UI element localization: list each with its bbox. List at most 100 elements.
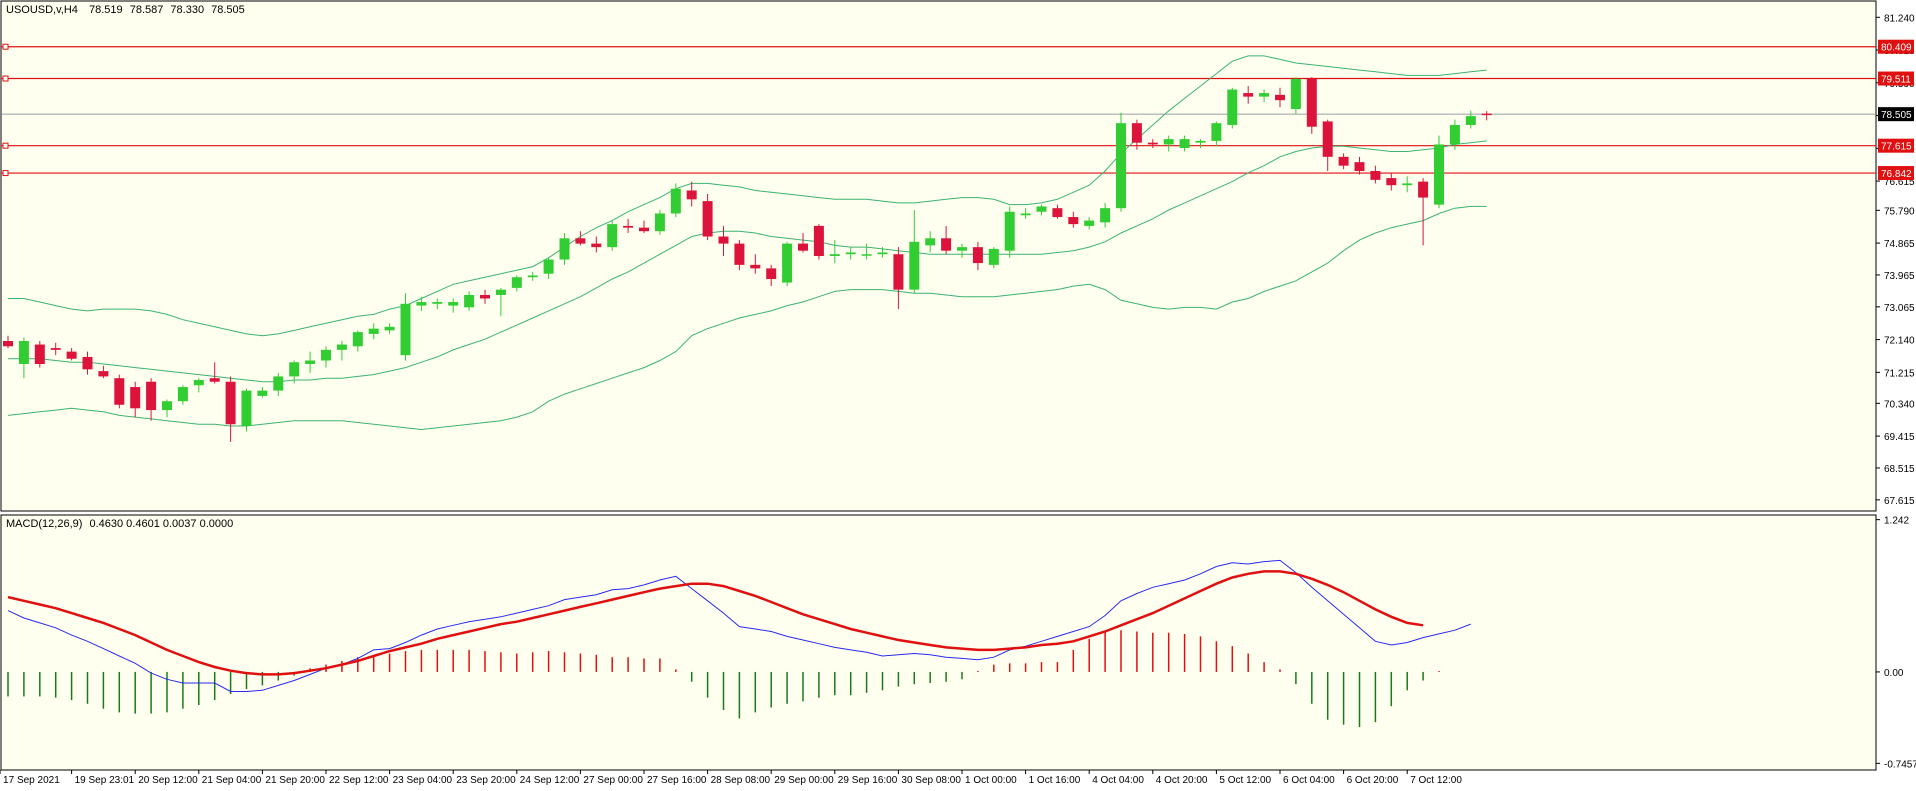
candle[interactable] [352, 330, 363, 352]
candle[interactable] [718, 225, 729, 256]
candle[interactable] [368, 323, 379, 340]
candle[interactable] [321, 346, 331, 368]
level-price-badge[interactable] [1878, 138, 1914, 153]
candle[interactable] [559, 232, 570, 265]
candle[interactable] [1434, 135, 1444, 209]
candle[interactable] [623, 218, 634, 233]
candle[interactable] [241, 388, 252, 432]
candle[interactable] [18, 337, 29, 379]
candle[interactable] [432, 298, 443, 310]
candle[interactable] [1481, 111, 1492, 121]
candle[interactable] [1116, 112, 1126, 212]
candle[interactable] [464, 291, 475, 311]
candle[interactable] [607, 220, 618, 251]
candle[interactable] [3, 335, 13, 349]
candle[interactable] [1338, 153, 1349, 170]
candle[interactable] [193, 378, 204, 393]
candle[interactable] [1020, 208, 1031, 219]
level-handle[interactable] [2, 75, 9, 82]
candle[interactable] [988, 247, 999, 269]
macd-pane[interactable] [0, 514, 1877, 771]
candle[interactable] [495, 287, 506, 317]
candle[interactable] [480, 289, 490, 304]
candle[interactable] [1370, 165, 1381, 184]
candle[interactable] [511, 275, 522, 292]
candle[interactable] [1147, 139, 1158, 148]
candle[interactable] [702, 194, 713, 241]
candle[interactable] [813, 224, 824, 260]
candle[interactable] [845, 247, 856, 260]
candle[interactable] [34, 341, 45, 368]
candle[interactable] [1259, 89, 1270, 102]
candle[interactable] [1195, 139, 1206, 148]
candle[interactable] [1052, 204, 1063, 219]
candle[interactable] [686, 181, 697, 207]
candle[interactable] [1084, 217, 1095, 230]
candle[interactable] [1100, 202, 1111, 228]
candle[interactable] [1449, 119, 1460, 150]
candle[interactable] [798, 232, 808, 253]
candle[interactable] [893, 247, 904, 310]
candle[interactable] [750, 254, 761, 274]
level-price-badge[interactable] [1878, 71, 1914, 86]
candle[interactable] [1465, 110, 1476, 129]
candle[interactable] [1290, 77, 1301, 115]
candle[interactable] [734, 240, 745, 271]
candle[interactable] [1306, 77, 1317, 134]
candle[interactable] [972, 241, 983, 271]
candle[interactable] [82, 351, 93, 375]
candle[interactable] [273, 372, 284, 396]
candle[interactable] [1163, 135, 1174, 152]
candle[interactable] [209, 362, 220, 384]
candle[interactable] [670, 183, 681, 218]
candle[interactable] [130, 381, 141, 418]
candle[interactable] [1386, 172, 1397, 191]
candle[interactable] [1131, 119, 1142, 150]
candle[interactable] [654, 209, 665, 235]
candle[interactable] [766, 264, 777, 287]
price-pane[interactable] [0, 0, 1877, 512]
candle[interactable] [177, 385, 188, 405]
candle[interactable] [1322, 119, 1333, 171]
candle[interactable] [591, 236, 602, 253]
candle[interactable] [782, 241, 793, 287]
candle[interactable] [877, 247, 888, 258]
candle[interactable] [416, 296, 427, 311]
candle[interactable] [1418, 178, 1429, 246]
candle[interactable] [448, 298, 459, 313]
candle[interactable] [146, 378, 157, 421]
level-handle[interactable] [2, 170, 9, 177]
candle[interactable] [98, 365, 109, 379]
candle[interactable] [384, 323, 395, 334]
candle[interactable] [1354, 156, 1365, 175]
candle[interactable] [66, 348, 77, 361]
candle[interactable] [50, 342, 61, 356]
candle[interactable] [114, 374, 125, 409]
candle[interactable] [1227, 87, 1238, 129]
candle[interactable] [400, 293, 411, 361]
candle[interactable] [925, 231, 936, 253]
candle[interactable] [527, 271, 538, 281]
level-price-badge[interactable] [1878, 166, 1914, 181]
candle[interactable] [225, 376, 236, 442]
candle[interactable] [162, 399, 172, 418]
candle[interactable] [1004, 206, 1015, 258]
candle[interactable] [289, 360, 300, 384]
candle[interactable] [543, 257, 554, 280]
candle[interactable] [957, 243, 967, 258]
candle[interactable] [1243, 86, 1254, 104]
candle[interactable] [336, 341, 347, 361]
candle[interactable] [575, 231, 586, 246]
candle[interactable] [1036, 204, 1047, 216]
candle[interactable] [861, 243, 872, 260]
candle[interactable] [1211, 121, 1222, 147]
level-price-badge[interactable] [1878, 39, 1914, 54]
candle[interactable] [1402, 176, 1413, 193]
level-handle[interactable] [2, 43, 9, 50]
candle[interactable] [829, 240, 840, 264]
candle[interactable] [909, 209, 920, 294]
level-handle[interactable] [2, 142, 9, 149]
candle[interactable] [941, 225, 952, 255]
